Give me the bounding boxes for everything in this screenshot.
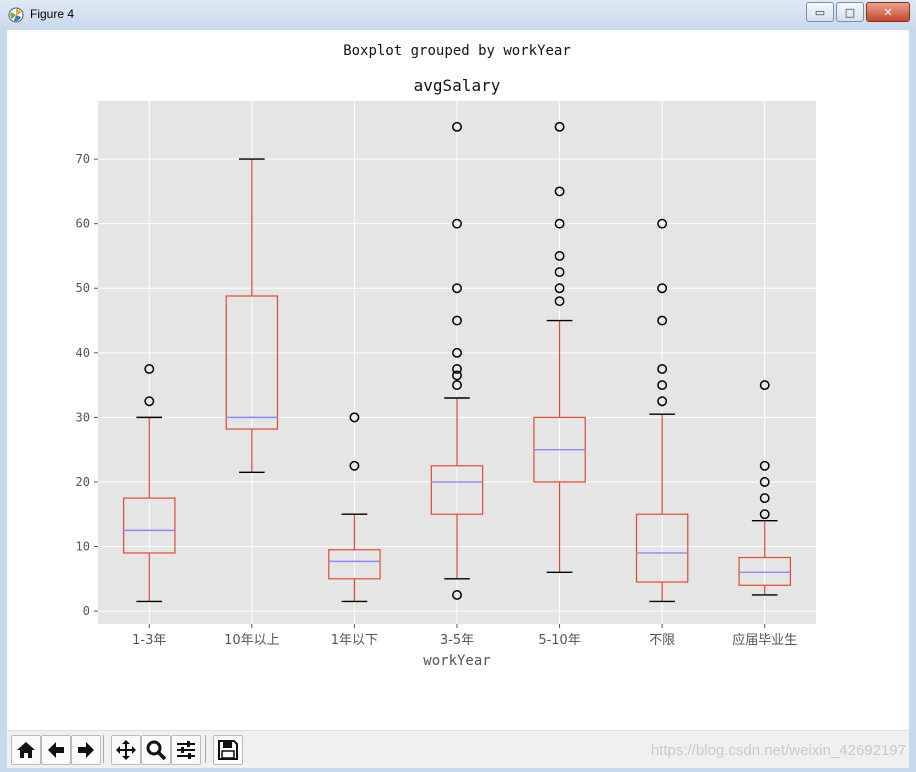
figure-canvas: 0 10 20 30 40 50 60 70 1-3年 10年以上 1年以下 3-5年 5-10年 不限 应… <box>7 30 909 730</box>
box-iqr <box>328 549 381 580</box>
box-iqr <box>225 295 279 430</box>
chart-title: avgSalary <box>414 76 501 95</box>
pan-button[interactable] <box>111 735 141 765</box>
boxplot-chart: 0 10 20 30 40 50 60 70 1-3年 10年以上 1年以下 3-5年 5-10年 不限 应… <box>76 43 816 669</box>
home-icon <box>17 742 35 758</box>
outlier-point <box>759 380 770 391</box>
outlier-point <box>452 364 462 374</box>
outlier-point <box>657 380 668 391</box>
outlier-point <box>657 315 668 326</box>
outlier-point <box>452 315 462 326</box>
y-tick-label: 10 <box>76 540 90 554</box>
maximize-button[interactable]: □ <box>836 2 864 22</box>
outlier-point <box>144 364 155 374</box>
outlier-point <box>554 251 565 261</box>
zoom-icon <box>146 740 167 761</box>
x-tick-label: 5-10年 <box>538 633 581 648</box>
y-tick-label: 60 <box>76 217 90 231</box>
zoom-button[interactable] <box>141 735 171 765</box>
outlier-point <box>452 347 462 358</box>
box-iqr <box>123 497 176 554</box>
x-tick-label: 10年以上 <box>224 633 280 648</box>
x-tick-label: 不限 <box>649 633 675 648</box>
outlier-point <box>554 186 565 197</box>
navigation-toolbar <box>7 730 909 769</box>
x-tick-label: 1-3年 <box>132 633 166 648</box>
box-iqr <box>635 513 689 583</box>
outlier-point <box>657 283 668 294</box>
configure-subplots-icon <box>177 741 195 759</box>
save-icon <box>218 740 238 760</box>
window-controls: ▭ □ ✕ <box>804 2 910 22</box>
y-tick-label: 40 <box>76 346 90 360</box>
outlier-point <box>759 493 770 504</box>
box-iqr <box>738 556 791 586</box>
matplotlib-app-icon <box>8 7 24 23</box>
outlier-point <box>452 218 462 229</box>
minimize-icon: ▭ <box>814 5 826 19</box>
minimize-button[interactable]: ▭ <box>806 2 834 22</box>
outlier-point <box>759 509 770 520</box>
maximize-icon: □ <box>844 5 856 19</box>
outlier-point <box>452 589 462 600</box>
close-button[interactable]: ✕ <box>866 2 910 22</box>
outlier-point <box>554 283 565 294</box>
y-tick-label: 50 <box>76 281 90 295</box>
outlier-point <box>759 460 770 471</box>
back-button[interactable] <box>41 735 71 765</box>
outlier-point <box>452 121 462 132</box>
x-tick-label: 应届毕业生 <box>732 632 797 648</box>
outlier-point <box>452 283 462 294</box>
y-tick-label: 70 <box>76 152 90 166</box>
forward-button[interactable] <box>71 735 101 765</box>
window-title: Figure 4 <box>30 7 75 21</box>
outlier-point <box>657 396 668 407</box>
window-border-bottom <box>0 768 916 772</box>
back-icon <box>48 742 64 758</box>
watermark-text: https://blog.csdn.net/weixin_42692197 <box>650 742 906 759</box>
outlier-point <box>349 460 360 471</box>
outlier-point <box>657 218 668 229</box>
outlier-point <box>144 396 155 407</box>
chart-suptitle: Boxplot grouped by workYear <box>343 43 571 59</box>
outlier-point <box>452 370 462 381</box>
pan-icon <box>116 740 136 760</box>
x-tick-label: 1年以下 <box>331 633 378 648</box>
outlier-point <box>554 296 565 307</box>
configure-subplots-button[interactable] <box>171 735 201 765</box>
close-icon: ✕ <box>883 5 893 19</box>
x-tick-label: 3-5年 <box>440 633 474 648</box>
outlier-point <box>657 364 668 374</box>
outlier-point <box>554 218 565 229</box>
forward-icon <box>78 742 94 758</box>
toolbar-separator <box>205 735 206 763</box>
box-iqr <box>430 465 484 515</box>
window-titlebar: Figure 4 ▭ □ ✕ <box>0 0 916 31</box>
home-button[interactable] <box>11 735 41 765</box>
outlier-point <box>554 267 565 278</box>
y-tick-label: 20 <box>76 475 90 489</box>
y-tick-label: 30 <box>76 410 90 424</box>
outlier-point <box>452 380 462 391</box>
window-border-right <box>909 30 916 772</box>
y-tick-label: 0 <box>83 604 90 618</box>
x-axis-label: workYear <box>423 653 490 669</box>
outlier-point <box>759 477 770 487</box>
outlier-point <box>349 412 360 423</box>
outlier-point <box>554 121 565 132</box>
window-border-left <box>0 30 7 772</box>
toolbar-separator <box>103 735 104 763</box>
save-button[interactable] <box>213 735 243 765</box>
